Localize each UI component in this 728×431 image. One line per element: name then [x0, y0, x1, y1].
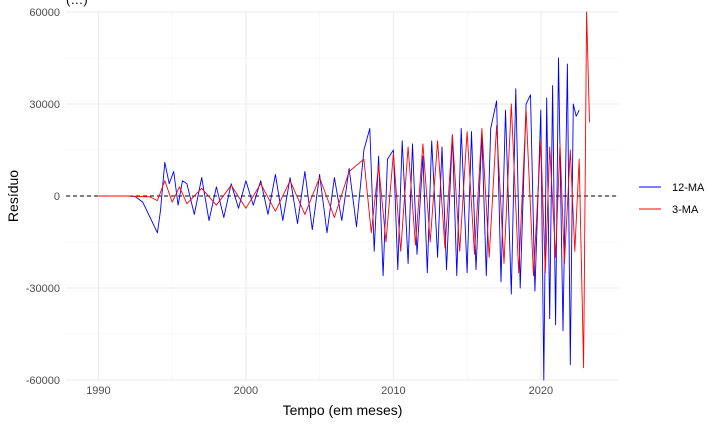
series-line-3-MA [98, 11, 590, 369]
series-line-12-MA [98, 57, 580, 381]
x-tick-label: 2000 [234, 385, 258, 397]
y-axis-ticks: -60000 -30000 0 30000 60000 [26, 7, 60, 387]
legend-label: 12-MA [672, 182, 705, 194]
y-tick-label: 0 [54, 191, 60, 203]
legend-label: 3-MA [672, 204, 699, 216]
y-tick-label: -60000 [26, 375, 60, 387]
x-axis-title: Tempo (em meses) [283, 402, 403, 418]
chart-title: (…) [66, 0, 88, 7]
x-tick-label: 1990 [86, 385, 110, 397]
series-lines [98, 11, 590, 381]
x-axis-ticks: 1990 2000 2010 2020 [86, 385, 553, 397]
x-tick-label: 2020 [529, 385, 553, 397]
y-tick-label: -30000 [26, 283, 60, 295]
legend: 12-MA 3-MA [639, 182, 705, 216]
y-tick-label: 30000 [29, 99, 60, 111]
y-axis-title: Resíduo [5, 170, 21, 222]
x-tick-label: 2010 [381, 385, 405, 397]
y-tick-label: 60000 [29, 7, 60, 19]
